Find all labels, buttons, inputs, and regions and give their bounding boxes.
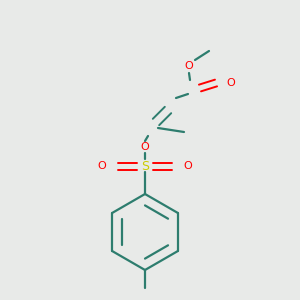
Text: O: O — [226, 78, 236, 88]
Text: O: O — [98, 161, 106, 171]
Text: O: O — [184, 61, 194, 71]
Text: O: O — [141, 142, 149, 152]
Text: O: O — [184, 161, 192, 171]
Text: S: S — [141, 160, 149, 172]
